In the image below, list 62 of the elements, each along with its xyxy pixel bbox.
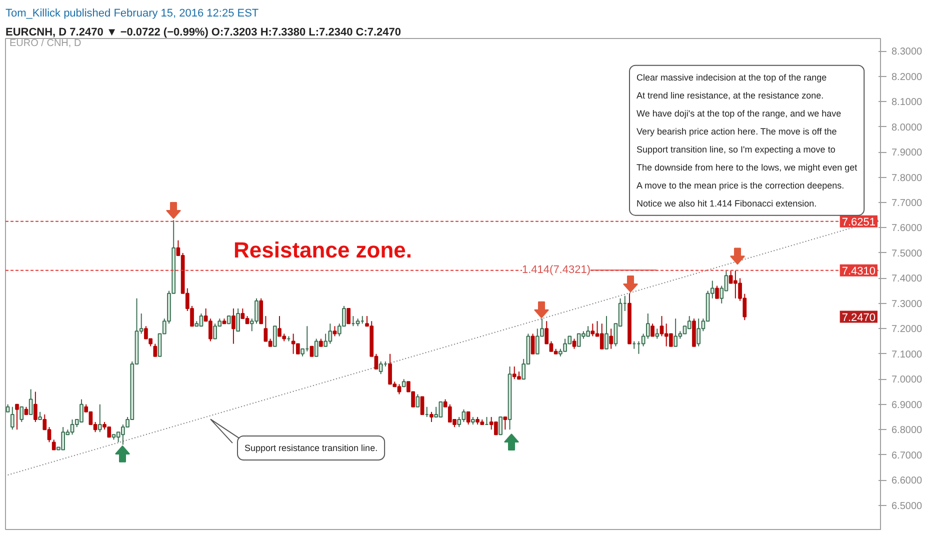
ref-line-label: 7.6251 — [842, 216, 876, 228]
annotation: Resistance zone. — [234, 238, 412, 263]
candlestick — [466, 411, 470, 426]
y-tick-label: 8.0000 — [892, 122, 923, 134]
ref-line-label: 7.4310 — [842, 265, 876, 278]
y-tick-label: 8.3000 — [892, 46, 923, 58]
y-tick-label: 7.4000 — [892, 274, 923, 285]
candlestick — [420, 396, 424, 415]
annotation: 7.2470 — [842, 312, 876, 324]
chart-subtitle: EURCNH, D 7.2470 ▼ −0.0722 (−0.99%) O:7.3203 H:7.3380 L:7.2340 C:7.2470 — [6, 26, 401, 38]
candlestick — [590, 323, 595, 337]
y-tick-label: 6.9000 — [892, 400, 923, 411]
y-tick-label: 7.5000 — [892, 248, 923, 260]
candlestick — [10, 406, 14, 430]
candlestick — [530, 333, 535, 354]
candlestick — [314, 338, 318, 357]
annotation: Support resistance transition line. — [244, 443, 378, 454]
candlestick — [272, 326, 277, 347]
candlestick — [430, 411, 434, 423]
annotation: 1.414(7.4321) — [522, 264, 590, 276]
candlestick — [15, 404, 19, 430]
candlestick — [310, 346, 314, 357]
candlestick — [378, 360, 383, 375]
candlestick — [28, 388, 33, 415]
candlestick — [498, 416, 502, 436]
y-tick-label: 6.8000 — [892, 425, 923, 436]
candlestick — [655, 328, 660, 340]
y-tick-label: 6.7000 — [892, 450, 923, 462]
candlestick — [503, 416, 508, 430]
y-tick-label: 7.6000 — [892, 223, 923, 234]
candlestick — [609, 328, 614, 350]
candlestick — [715, 285, 719, 299]
y-tick-label: 7.8000 — [892, 172, 923, 184]
y-tick-label: 6.6000 — [892, 476, 923, 487]
y-tick-label: 8.1000 — [892, 97, 923, 108]
candlestick — [346, 308, 351, 324]
candlestick — [153, 343, 158, 357]
annotation: EURO / CNH, D — [10, 38, 82, 49]
annotation: Clear massive indecision at the top of the range At trend line resistance, at the resistance zone. We have doji's at the top of the range, and we have Very bearish price action here. The move is off the Support transition line, so I'm expecting a move to The downside from here to the lows, we might even get A move to the mean price is the correction deepens. Notice we also hit 1.414 Fibonacci extension. — [636, 72, 858, 208]
candlestick — [332, 326, 337, 337]
candlestick — [572, 338, 576, 350]
candlestick — [52, 439, 56, 450]
candlestick — [600, 323, 604, 350]
candlestick — [416, 394, 420, 408]
candlestick — [604, 316, 608, 350]
y-tick-label: 7.0000 — [892, 374, 923, 386]
candlestick — [232, 308, 236, 344]
candlestick — [98, 404, 102, 433]
candlestick — [236, 308, 240, 332]
candlestick — [650, 323, 654, 337]
candlestick — [20, 406, 24, 423]
y-tick-label: 8.2000 — [892, 72, 923, 83]
candlestick — [259, 298, 264, 324]
chart-title: Tom_Killick published February 15, 2016 12:25 EST — [6, 8, 259, 20]
candlestick — [34, 391, 38, 423]
candlestick — [696, 318, 701, 347]
y-tick-label: 7.2000 — [892, 324, 923, 336]
y-tick-label: 7.7000 — [892, 198, 923, 209]
y-tick-label: 6.5000 — [892, 500, 923, 512]
y-tick-label: 7.3000 — [892, 298, 923, 310]
y-tick-label: 7.9000 — [892, 148, 923, 159]
y-tick-label: 7.1000 — [892, 349, 923, 360]
